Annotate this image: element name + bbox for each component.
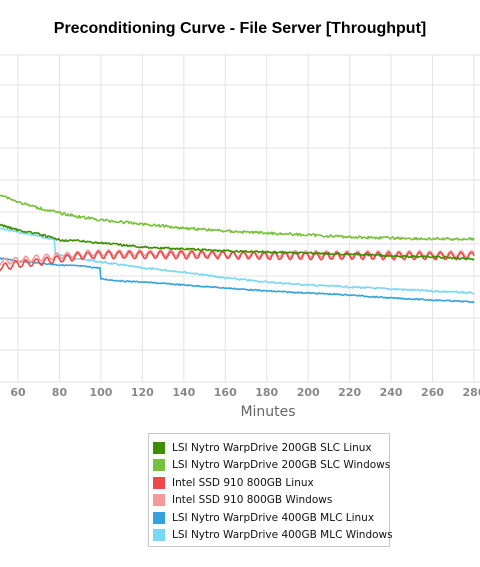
series-lines: [0, 194, 475, 304]
series-line-nytro-mlc-linux: [0, 257, 475, 304]
legend-swatch: [153, 529, 165, 542]
x-tick-label: 200: [297, 386, 320, 399]
x-tick-label: 220: [338, 386, 361, 399]
x-tick-label: 240: [380, 386, 403, 399]
x-tick-label: 140: [172, 386, 195, 399]
x-tick-label: 180: [255, 386, 278, 399]
legend-item: Intel SSD 910 800GB Linux: [153, 474, 389, 492]
legend-swatch: [153, 476, 165, 489]
x-tick-label: 100: [89, 386, 112, 399]
legend-item: LSI Nytro WarpDrive 400GB MLC Windows: [153, 527, 393, 545]
chart-grid: [0, 54, 480, 383]
x-tick-label: 60: [10, 386, 26, 399]
series-line-nytro-slc-windows: [0, 194, 475, 241]
x-tick-label: 160: [214, 386, 237, 399]
x-tick-label: 80: [52, 386, 68, 399]
legend-item: LSI Nytro WarpDrive 200GB SLC Windows: [153, 457, 391, 475]
line-chart: 60 80 100 120 140 160 180 200 220 240 260 280: [0, 54, 480, 399]
series-line-nytro-slc-linux: [0, 223, 475, 261]
legend-swatch: [153, 459, 165, 472]
legend-label: Intel SSD 910 800GB Linux: [172, 476, 314, 489]
series-line-intel-linux: [0, 250, 475, 272]
chart-title: Preconditioning Curve - File Server [Thr…: [53, 20, 427, 37]
legend-swatch: [153, 511, 165, 524]
x-axis-ticks: 60 80 100 120 140 160 180 200 220 240 260 280: [10, 386, 480, 399]
legend-label: LSI Nytro WarpDrive 200GB SLC Linux: [172, 441, 372, 454]
x-axis-label: Minutes: [240, 404, 296, 420]
legend-item: Intel SSD 910 800GB Windows: [153, 492, 389, 510]
chart-legend: LSI Nytro WarpDrive 200GB SLC Linux LSI N…: [148, 433, 393, 547]
legend-swatch: [153, 441, 165, 454]
legend-item: LSI Nytro WarpDrive 200GB SLC Linux: [153, 439, 389, 457]
legend-label: Intel SSD 910 800GB Windows: [172, 494, 333, 507]
x-tick-label: 280: [463, 386, 480, 399]
legend-item: LSI Nytro WarpDrive 400GB MLC Linux: [153, 509, 389, 527]
legend-label: LSI Nytro WarpDrive 400GB MLC Linux: [172, 511, 375, 524]
legend-label: LSI Nytro WarpDrive 400GB MLC Windows: [172, 529, 393, 542]
legend-swatch: [153, 494, 165, 507]
x-tick-label: 120: [131, 386, 154, 399]
legend-label: LSI Nytro WarpDrive 200GB SLC Windows: [172, 459, 391, 472]
series-line-nytro-mlc-windows: [0, 227, 475, 295]
x-tick-label: 260: [421, 386, 444, 399]
